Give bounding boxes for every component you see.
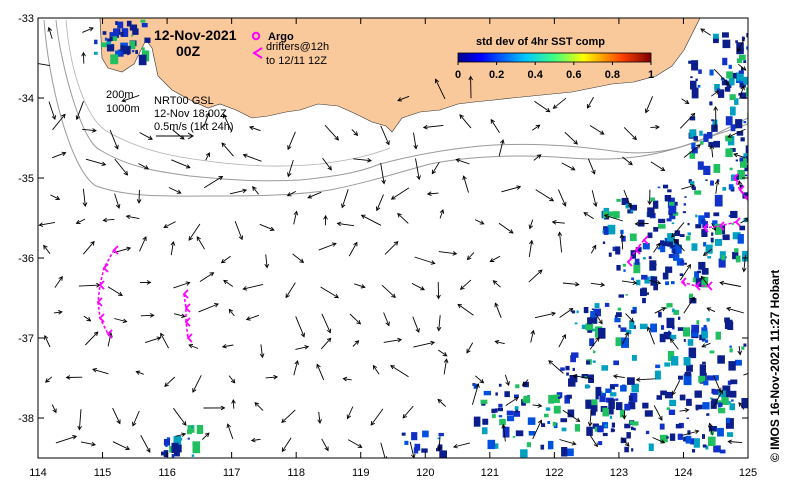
colorbar-ramp [458, 53, 651, 62]
lon-tick-label: 114 [29, 467, 47, 479]
lon-tick-label: 119 [352, 467, 370, 479]
credit-text: © IMOS 16-Nov-2021 11:27 Hobart [768, 270, 782, 462]
map-date-title: 12-Nov-2021 [154, 27, 237, 43]
lat-tick-label: -35 [18, 173, 34, 185]
lon-tick-label: 125 [739, 467, 757, 479]
lat-tick-label: -36 [18, 253, 34, 265]
lon-tick-label: 123 [610, 467, 628, 479]
product-line3: 0.5m/s (1kt 24h) [154, 121, 233, 133]
colorbar-tick-label: 0.2 [489, 69, 504, 81]
lat-tick-label: -37 [18, 333, 34, 345]
colorbar-title: std dev of 4hr SST comp [476, 36, 605, 48]
map-hour: 00Z [176, 43, 201, 59]
product-line2: 12-Nov 18:00Z [154, 108, 227, 120]
lon-tick-label: 120 [416, 467, 434, 479]
lon-tick-label: 122 [545, 467, 563, 479]
lon-tick-label: 116 [158, 467, 176, 479]
colorbar-tick-label: 1 [648, 69, 654, 81]
drifters-label-line1: drifters@12h [266, 41, 329, 53]
isobath-1000m-label: 1000m [106, 103, 140, 115]
colorbar-tick-label: 0.8 [605, 69, 620, 81]
colorbar-tick-label: 0 [455, 69, 461, 81]
colorbar-tick-label: 0.6 [566, 69, 581, 81]
lon-tick-label: 121 [481, 467, 499, 479]
colorbar-tick-label: 0.4 [528, 69, 544, 81]
lat-tick-label: -34 [18, 93, 34, 105]
isobath-200m-label: 200m [106, 89, 134, 101]
lon-tick-label: 118 [287, 467, 305, 479]
product-line1: NRT00 GSL [154, 95, 214, 107]
lon-tick-label: 115 [94, 467, 112, 479]
lat-tick-label: -38 [18, 413, 34, 425]
lon-tick-label: 117 [223, 467, 241, 479]
lat-tick-label: -33 [18, 13, 34, 25]
drifters-label-line2: to 12/11 12Z [266, 55, 327, 67]
lon-tick-label: 124 [674, 467, 692, 479]
